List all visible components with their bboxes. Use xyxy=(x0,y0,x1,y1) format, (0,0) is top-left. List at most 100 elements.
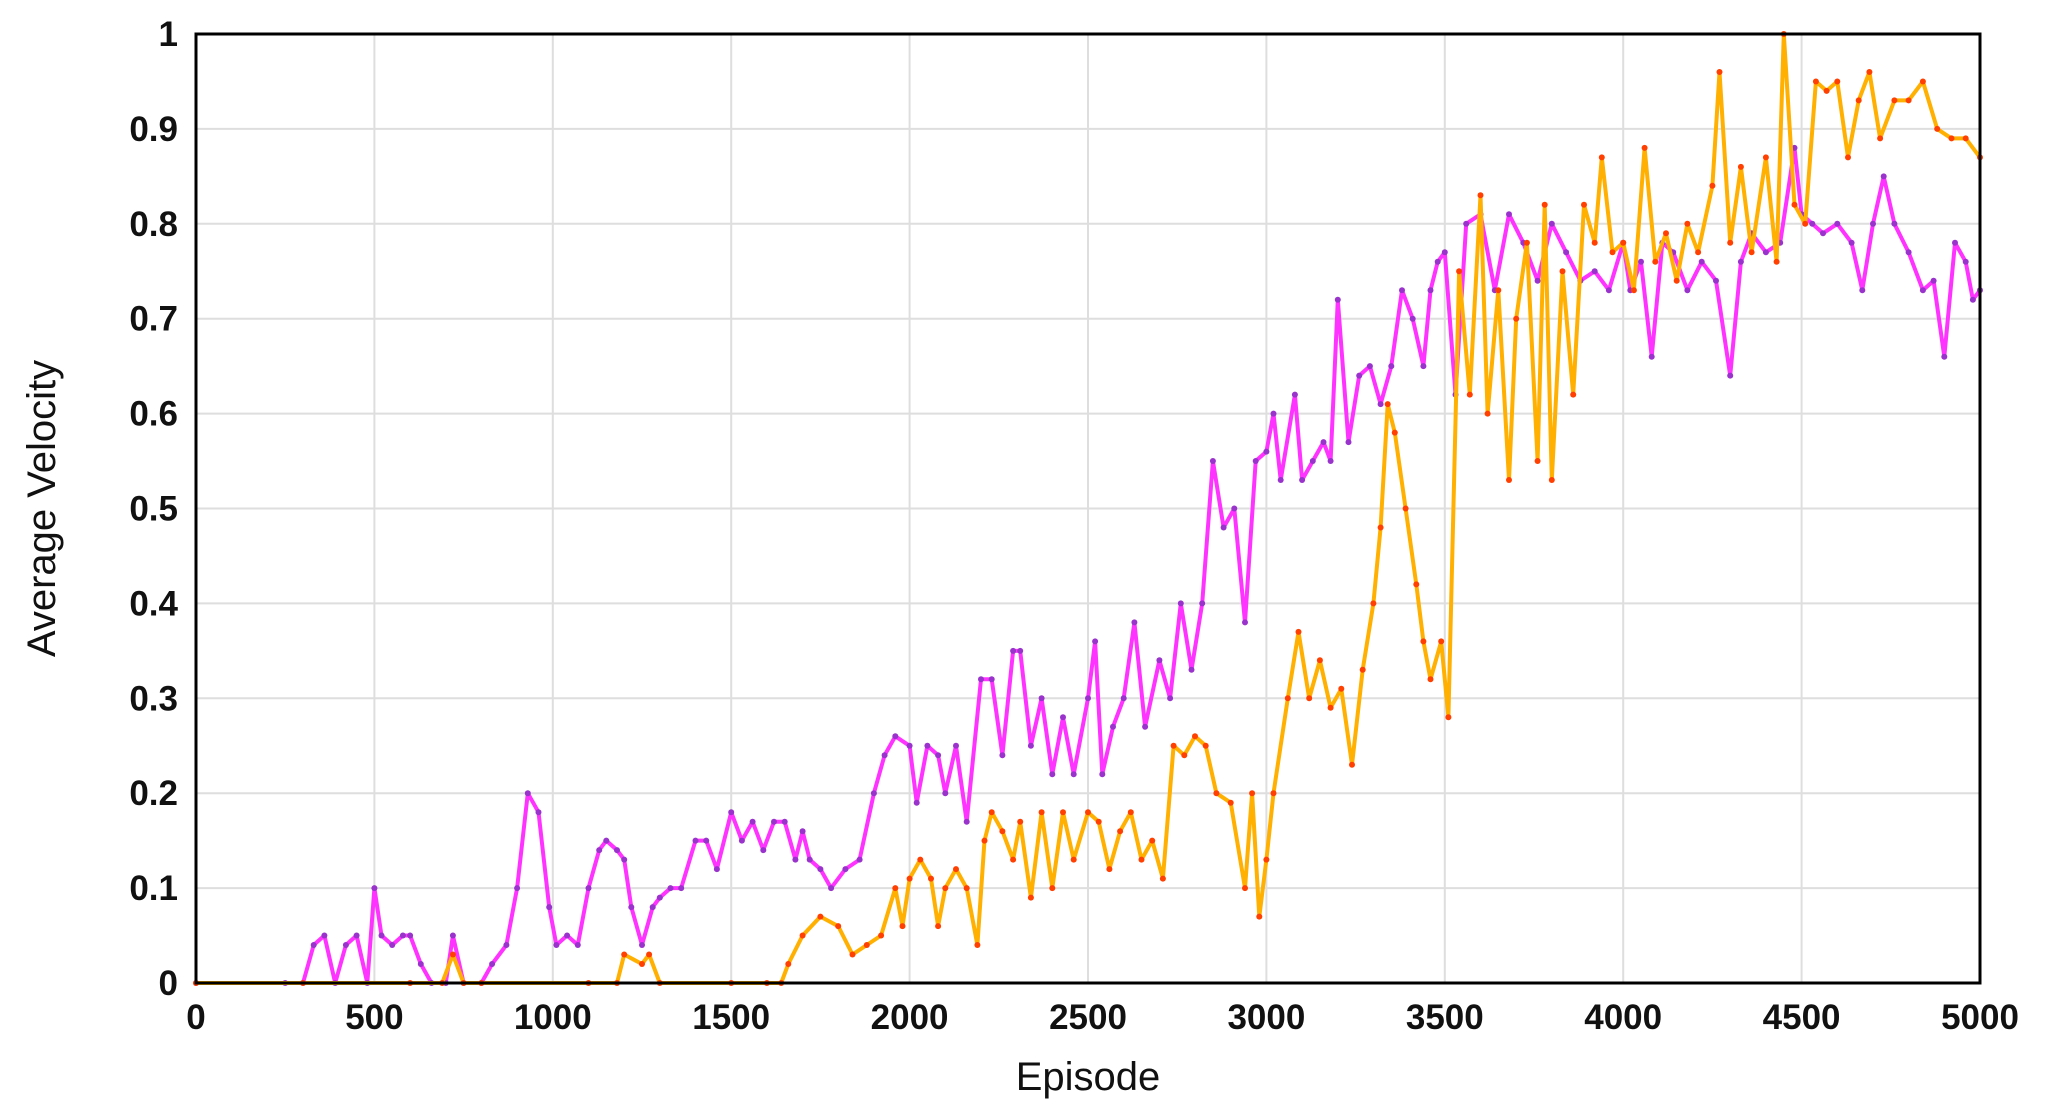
data-point xyxy=(953,866,959,873)
data-point xyxy=(489,961,496,967)
data-point xyxy=(1220,524,1227,531)
data-point xyxy=(1127,809,1134,816)
data-point xyxy=(596,847,603,854)
data-point xyxy=(1534,458,1541,464)
data-point xyxy=(856,856,863,863)
data-point xyxy=(649,904,656,911)
data-point xyxy=(1156,657,1163,664)
y-tick-label: 0.6 xyxy=(129,395,178,434)
data-point xyxy=(1466,391,1473,398)
data-point xyxy=(1299,477,1306,483)
data-point xyxy=(1149,837,1156,844)
data-point xyxy=(1919,78,1926,85)
y-axis-title: Average Velocity xyxy=(20,360,64,657)
data-point xyxy=(1684,287,1691,294)
data-point xyxy=(892,733,899,740)
data-point xyxy=(1038,695,1045,702)
data-point xyxy=(728,809,735,816)
data-point xyxy=(1891,220,1898,227)
data-point xyxy=(1420,363,1427,370)
data-point xyxy=(1859,287,1866,294)
x-axis-title: Episode xyxy=(1016,1055,1161,1099)
x-tick-label: 4500 xyxy=(1763,998,1841,1037)
data-point xyxy=(1648,353,1655,360)
data-point xyxy=(1070,771,1077,778)
data-point xyxy=(1170,742,1177,749)
data-point xyxy=(1242,885,1248,892)
data-point xyxy=(1366,363,1373,370)
data-point xyxy=(1252,458,1259,464)
data-point xyxy=(1930,277,1937,284)
y-tick-label: 0.2 xyxy=(129,774,178,813)
data-point xyxy=(817,866,824,873)
y-tick-label: 0 xyxy=(159,964,178,1003)
data-point xyxy=(1131,619,1138,626)
data-point xyxy=(1391,429,1398,436)
data-point xyxy=(1802,220,1809,227)
data-point xyxy=(310,942,317,948)
data-point xyxy=(1085,695,1091,702)
data-point xyxy=(881,752,888,759)
data-point xyxy=(1570,391,1577,398)
data-point xyxy=(1277,477,1284,483)
data-point xyxy=(614,847,620,854)
data-point xyxy=(692,837,699,844)
data-point xyxy=(1548,477,1555,483)
data-point xyxy=(828,885,835,892)
data-point xyxy=(449,932,456,939)
data-point xyxy=(1263,856,1270,863)
data-point xyxy=(781,818,788,825)
data-point xyxy=(999,828,1006,835)
data-point xyxy=(1291,391,1298,398)
data-point xyxy=(1513,315,1520,322)
data-point xyxy=(924,742,931,749)
data-point xyxy=(1495,287,1502,294)
data-point xyxy=(1591,268,1598,275)
data-point xyxy=(1773,258,1780,265)
data-point xyxy=(899,923,906,930)
data-point xyxy=(1962,258,1969,265)
data-point xyxy=(1591,239,1598,246)
data-point xyxy=(799,932,806,939)
data-point xyxy=(749,818,756,825)
data-point xyxy=(678,885,685,892)
data-point xyxy=(1370,600,1377,607)
data-point xyxy=(1309,458,1316,464)
data-point xyxy=(603,837,610,844)
x-tick-label: 500 xyxy=(345,998,403,1037)
data-point xyxy=(817,913,824,920)
data-point xyxy=(1919,287,1926,294)
data-point xyxy=(1027,894,1034,901)
data-point xyxy=(1142,723,1149,730)
data-point xyxy=(1085,809,1091,816)
data-point xyxy=(953,742,959,749)
data-point xyxy=(1463,220,1470,227)
data-point xyxy=(1120,695,1127,702)
data-point xyxy=(1377,401,1384,408)
y-tick-label: 0.9 xyxy=(129,110,178,149)
data-point xyxy=(1506,211,1512,218)
data-point xyxy=(585,885,592,892)
data-point xyxy=(564,932,571,939)
data-point xyxy=(1231,505,1238,512)
data-point xyxy=(1263,448,1270,455)
data-point xyxy=(1456,268,1463,275)
data-point xyxy=(1110,723,1116,730)
data-point xyxy=(1327,458,1334,464)
data-point xyxy=(1834,78,1841,85)
data-point xyxy=(1905,97,1912,104)
data-point xyxy=(1541,201,1548,208)
data-point xyxy=(999,752,1006,759)
data-point xyxy=(835,923,842,930)
data-point xyxy=(1010,856,1017,863)
data-point xyxy=(1010,647,1017,654)
data-point xyxy=(1338,685,1345,692)
data-point xyxy=(1880,173,1887,180)
data-point xyxy=(1698,258,1705,265)
data-point xyxy=(342,942,349,948)
data-point xyxy=(981,837,988,844)
data-point xyxy=(1420,638,1427,645)
data-point xyxy=(1663,230,1669,237)
data-point xyxy=(974,942,981,948)
